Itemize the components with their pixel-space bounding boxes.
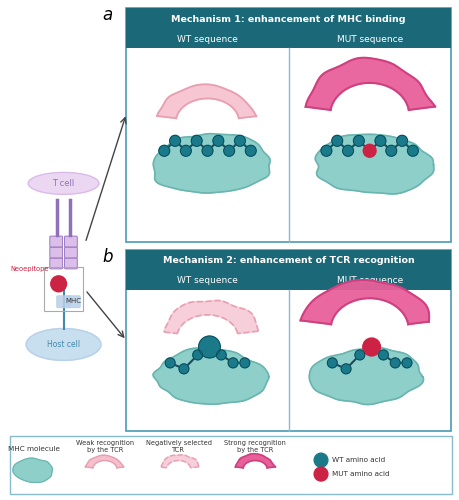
Text: Weak recognition
by the TCR: Weak recognition by the TCR: [76, 440, 134, 453]
Text: Mechanism 1: enhancement of MHC binding: Mechanism 1: enhancement of MHC binding: [171, 15, 406, 24]
Circle shape: [332, 136, 342, 146]
FancyBboxPatch shape: [50, 236, 62, 247]
Text: Mechanism 2: enhancement of TCR recognition: Mechanism 2: enhancement of TCR recognit…: [163, 256, 414, 266]
Polygon shape: [315, 134, 434, 194]
FancyBboxPatch shape: [65, 247, 77, 258]
Circle shape: [386, 146, 397, 156]
Circle shape: [408, 146, 418, 156]
FancyBboxPatch shape: [50, 247, 62, 258]
FancyBboxPatch shape: [126, 272, 289, 290]
Circle shape: [363, 144, 376, 157]
Polygon shape: [85, 456, 123, 468]
Circle shape: [202, 146, 213, 156]
FancyBboxPatch shape: [289, 272, 451, 290]
Polygon shape: [301, 280, 429, 324]
Polygon shape: [153, 348, 269, 404]
Polygon shape: [306, 58, 435, 110]
Text: WT amino acid: WT amino acid: [332, 457, 385, 463]
FancyBboxPatch shape: [289, 30, 451, 48]
Circle shape: [213, 136, 224, 146]
FancyBboxPatch shape: [126, 30, 289, 48]
Text: MUT sequence: MUT sequence: [336, 276, 403, 285]
Text: b: b: [102, 248, 113, 266]
Circle shape: [402, 358, 412, 368]
FancyBboxPatch shape: [56, 296, 70, 308]
Text: MUT sequence: MUT sequence: [336, 34, 403, 43]
Text: a: a: [102, 6, 113, 25]
Circle shape: [191, 136, 202, 146]
Text: Host cell: Host cell: [47, 340, 80, 349]
Polygon shape: [309, 348, 424, 405]
FancyBboxPatch shape: [67, 296, 80, 308]
Text: Neoepitope: Neoepitope: [10, 266, 49, 272]
Circle shape: [397, 136, 408, 146]
Circle shape: [341, 364, 351, 374]
Polygon shape: [161, 455, 199, 468]
Text: MHC: MHC: [66, 298, 82, 304]
Text: WT sequence: WT sequence: [177, 276, 238, 285]
FancyBboxPatch shape: [65, 236, 77, 247]
Circle shape: [199, 336, 220, 358]
Circle shape: [314, 467, 328, 481]
Text: WT sequence: WT sequence: [177, 34, 238, 43]
Text: Strong recognition
by the TCR: Strong recognition by the TCR: [224, 440, 286, 453]
FancyBboxPatch shape: [126, 8, 451, 242]
Circle shape: [353, 136, 364, 146]
Circle shape: [314, 453, 328, 467]
Polygon shape: [153, 134, 270, 193]
Polygon shape: [235, 454, 275, 468]
Circle shape: [228, 358, 238, 368]
Polygon shape: [13, 458, 52, 482]
FancyBboxPatch shape: [65, 258, 77, 269]
Circle shape: [170, 136, 180, 146]
Circle shape: [355, 350, 365, 360]
Circle shape: [224, 146, 235, 156]
Text: MHC molecule: MHC molecule: [8, 446, 60, 452]
Circle shape: [180, 146, 191, 156]
Circle shape: [235, 136, 246, 146]
FancyBboxPatch shape: [126, 250, 451, 272]
Circle shape: [390, 358, 400, 368]
Circle shape: [246, 146, 256, 156]
Circle shape: [51, 276, 67, 292]
FancyBboxPatch shape: [126, 250, 451, 431]
Text: Negatively selected
TCR: Negatively selected TCR: [146, 440, 212, 453]
FancyBboxPatch shape: [126, 8, 451, 30]
Text: MUT amino acid: MUT amino acid: [332, 471, 389, 477]
Circle shape: [375, 136, 386, 146]
Text: T cell: T cell: [52, 179, 75, 188]
Circle shape: [165, 358, 175, 368]
Polygon shape: [164, 300, 258, 334]
Circle shape: [179, 364, 189, 374]
Circle shape: [159, 146, 170, 156]
FancyBboxPatch shape: [50, 258, 62, 269]
Polygon shape: [157, 84, 256, 118]
Circle shape: [327, 358, 337, 368]
Ellipse shape: [26, 328, 101, 360]
Ellipse shape: [28, 172, 99, 195]
Circle shape: [193, 350, 202, 360]
Circle shape: [216, 350, 226, 360]
Circle shape: [240, 358, 250, 368]
Circle shape: [363, 338, 381, 356]
Circle shape: [379, 350, 388, 360]
FancyBboxPatch shape: [10, 436, 452, 494]
Circle shape: [321, 146, 332, 156]
Circle shape: [342, 146, 353, 156]
